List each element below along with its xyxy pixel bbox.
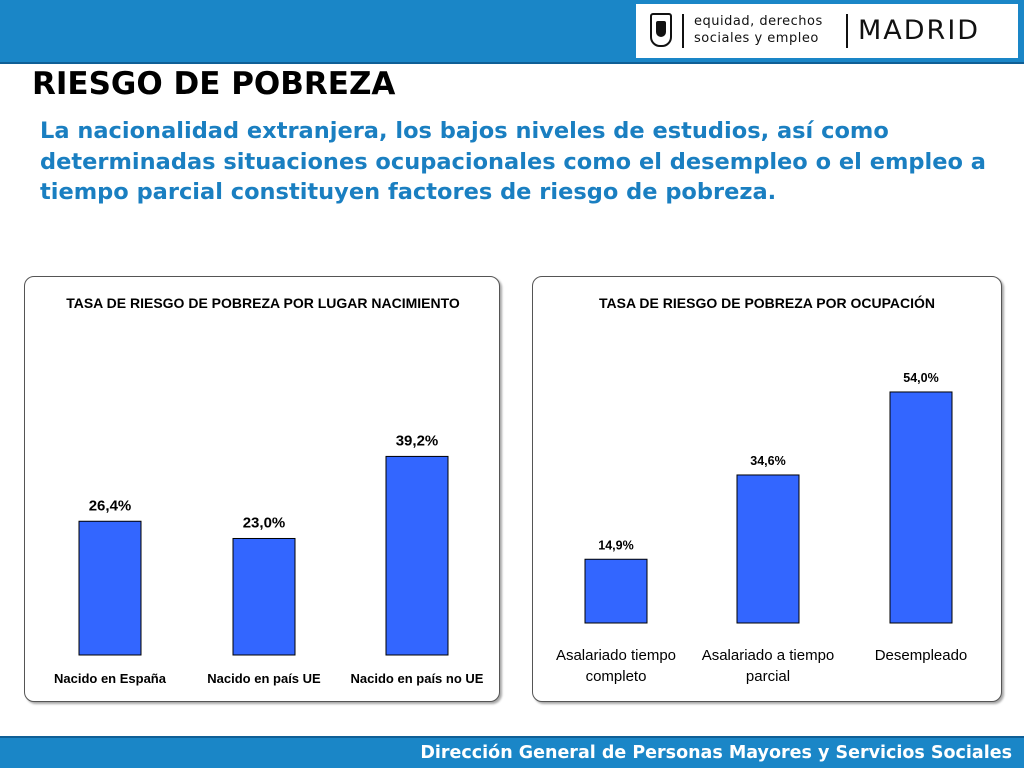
tick-label: Nacido en España	[54, 671, 167, 686]
madrid-crest-icon	[650, 13, 672, 47]
chart-birthplace-svg: TASA DE RIESGO DE POBREZA POR LUGAR NACI…	[54, 295, 484, 686]
bar	[584, 558, 648, 624]
bar	[736, 474, 800, 624]
data-label: 39,2%	[396, 432, 439, 449]
tick-label: Asalariado tiempo completo	[556, 647, 676, 685]
header-bar: equidad, derechos sociales y empleo MADR…	[0, 0, 1024, 64]
chart-birthplace: TASA DE RIESGO DE POBREZA POR LUGAR NACI…	[24, 276, 500, 702]
department-line-1: equidad, derechos	[694, 14, 823, 29]
logo-divider	[682, 14, 684, 48]
logo-divider	[846, 14, 848, 48]
chart-title: TASA DE RIESGO DE POBREZA POR OCUPACIÓN	[599, 294, 935, 311]
bar	[889, 391, 953, 624]
bar	[78, 520, 142, 656]
tick-label: Asalariado a tiempo parcial	[702, 647, 835, 685]
tick-label: Desempleado	[875, 647, 968, 664]
tick-label: Nacido en país no UE	[351, 671, 484, 686]
chart-occupation-svg: TASA DE RIESGO DE POBREZA POR OCUPACIÓN 1…	[556, 294, 968, 685]
footer-bar: Dirección General de Personas Mayores y …	[0, 736, 1024, 768]
city-name: MADRID	[858, 15, 981, 46]
data-label: 54,0%	[903, 371, 938, 385]
data-label: 23,0%	[243, 514, 286, 531]
footer-text: Dirección General de Personas Mayores y …	[420, 743, 1012, 763]
tick-label: Nacido en país UE	[207, 671, 321, 686]
data-label: 34,6%	[750, 454, 785, 468]
page-title: RIESGO DE POBREZA	[32, 66, 396, 102]
intro-text: La nacionalidad extranjera, los bajos ni…	[40, 118, 986, 205]
chart-title: TASA DE RIESGO DE POBREZA POR LUGAR NACI…	[66, 295, 460, 311]
chart-occupation: TASA DE RIESGO DE POBREZA POR OCUPACIÓN 1…	[532, 276, 1002, 702]
data-label: 26,4%	[89, 497, 132, 514]
bar	[385, 455, 449, 656]
department-line-2: sociales y empleo	[694, 31, 819, 46]
data-label: 14,9%	[598, 538, 633, 552]
logo-box: equidad, derechos sociales y empleo MADR…	[636, 4, 1018, 58]
bar	[232, 537, 296, 656]
